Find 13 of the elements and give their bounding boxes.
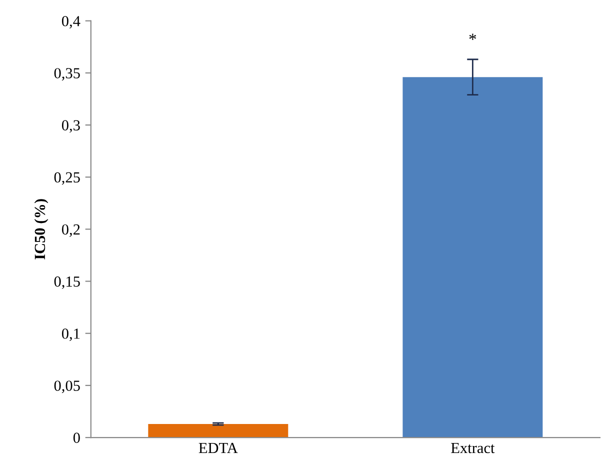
y-tick-label: 0,15 [54, 276, 80, 289]
x-tick-label: Extract [451, 442, 495, 454]
annotation: * [469, 34, 476, 40]
y-axis-title: IC50 (%) [34, 199, 48, 260]
y-tick-label: 0 [73, 432, 80, 443]
y-tick-label: 0,3 [62, 120, 80, 133]
y-tick-label: 0,05 [54, 380, 80, 394]
y-tick-label: 0,2 [62, 224, 80, 237]
y-tick-label: 0,35 [54, 68, 80, 81]
y-tick-label: 0,1 [62, 328, 80, 342]
y-tick-label: 0,25 [54, 172, 80, 185]
x-tick-label: EDTA [198, 442, 238, 454]
y-tick-label: 0,4 [62, 16, 80, 28]
